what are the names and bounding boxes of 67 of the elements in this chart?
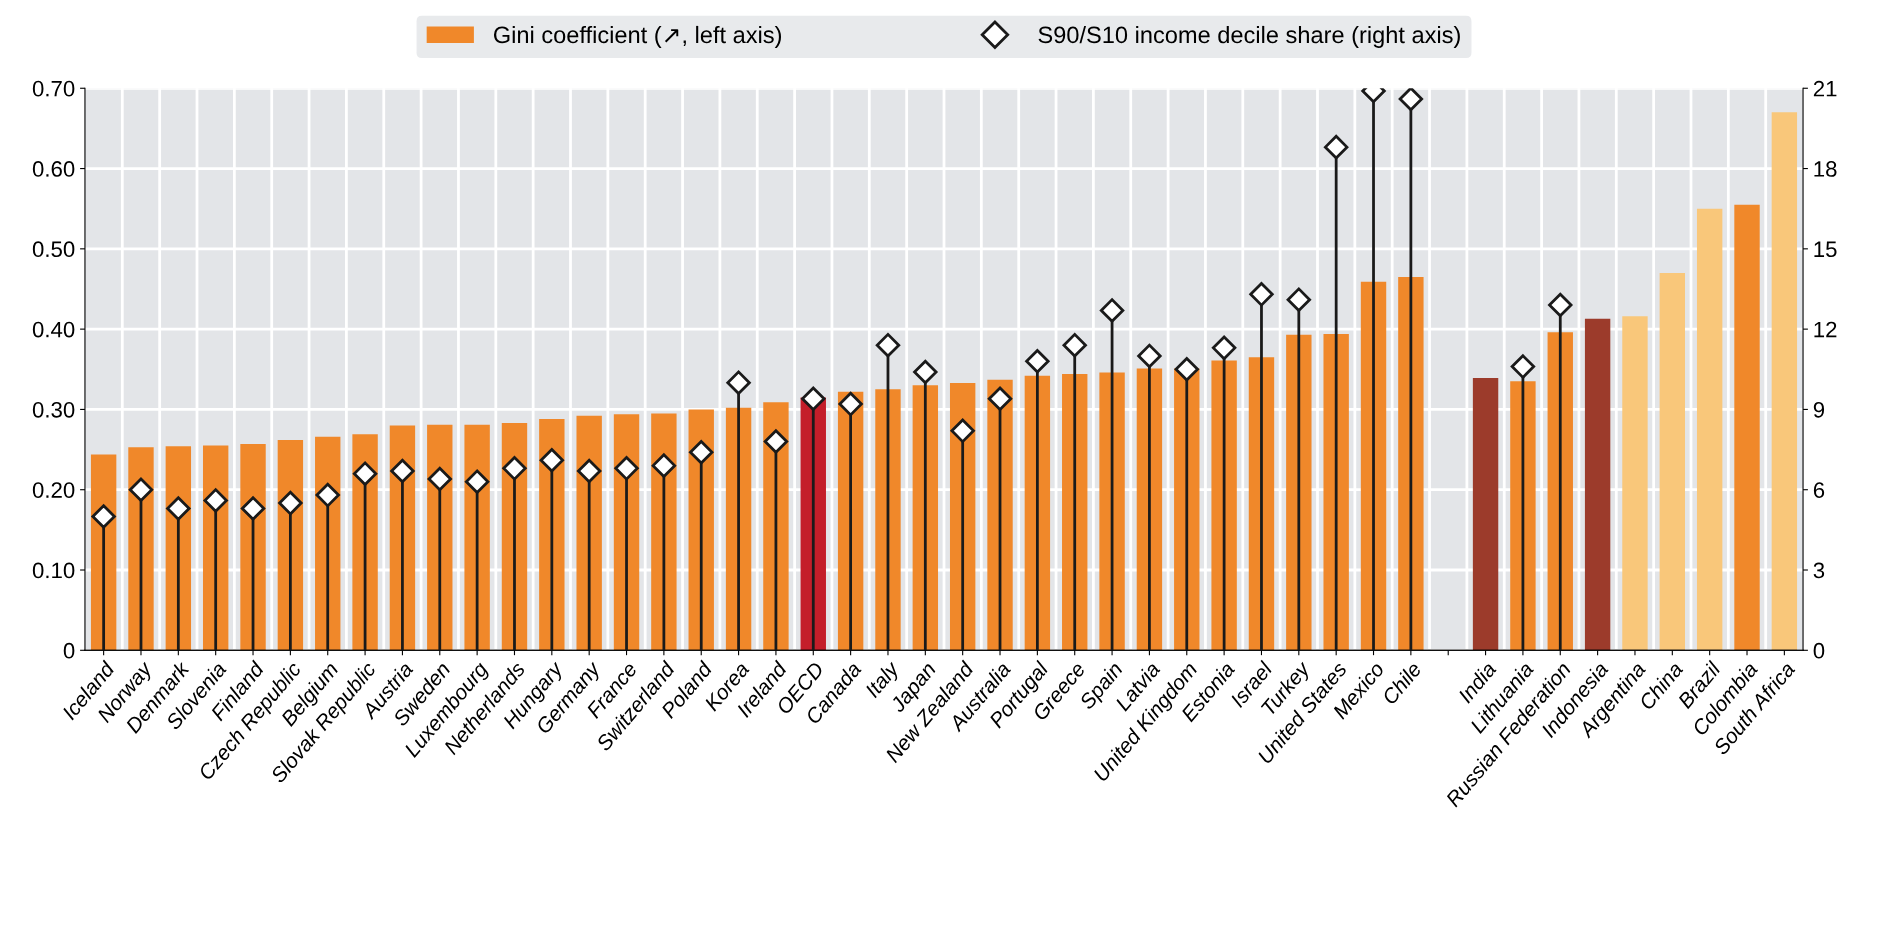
point <box>726 370 751 395</box>
bar <box>1734 204 1760 651</box>
point <box>913 359 938 385</box>
bar <box>1771 112 1798 651</box>
bar <box>1696 208 1723 651</box>
y2-tick-label: 6 <box>1813 482 1825 498</box>
point <box>1398 88 1424 112</box>
point <box>651 453 677 478</box>
point <box>240 496 266 521</box>
point <box>614 456 639 481</box>
point <box>1062 333 1087 358</box>
y-tick-label: 0.30 <box>32 401 75 418</box>
point <box>1137 343 1162 369</box>
y-tick-label: 0.60 <box>32 161 75 177</box>
bar <box>1323 333 1349 651</box>
y-tick-label: 0.70 <box>32 80 75 97</box>
point <box>1510 354 1536 379</box>
point <box>464 469 490 494</box>
point <box>539 448 565 473</box>
point <box>1099 298 1125 323</box>
point <box>1174 357 1199 382</box>
bar <box>1659 272 1686 651</box>
point <box>1025 349 1050 374</box>
point <box>315 482 340 508</box>
point <box>875 333 901 358</box>
point <box>1249 282 1274 307</box>
point <box>1211 335 1237 361</box>
y-tick-label: 0.50 <box>32 241 75 258</box>
bar <box>1584 318 1611 651</box>
bar <box>1398 276 1424 651</box>
point <box>763 429 789 454</box>
point <box>689 440 714 465</box>
point <box>950 418 975 444</box>
point <box>278 490 303 516</box>
y-tick-label: 0.20 <box>32 482 75 498</box>
bar <box>1510 381 1536 651</box>
point <box>128 477 154 502</box>
point <box>203 488 228 513</box>
point <box>427 466 452 492</box>
y2-tick-label: 0 <box>1813 642 1825 659</box>
y2-tick-label: 9 <box>1813 401 1825 418</box>
bar <box>1472 378 1499 651</box>
point <box>390 458 415 484</box>
y2-tick-label: 3 <box>1813 562 1825 579</box>
bar <box>875 389 901 651</box>
y2-tick-label: 21 <box>1813 80 1837 97</box>
bar <box>1622 316 1648 651</box>
point <box>166 496 191 521</box>
y-tick-label: 0.10 <box>32 562 75 579</box>
point <box>502 456 527 481</box>
legend-label: S90/S10 income decile share (right axis) <box>1038 25 1460 48</box>
y-tick-label: 0.40 <box>32 321 75 338</box>
point <box>352 461 378 486</box>
bar <box>1099 372 1125 651</box>
y2-tick-label: 18 <box>1814 161 1837 177</box>
point <box>91 504 116 529</box>
point <box>987 386 1013 411</box>
point <box>801 386 826 411</box>
legend-label: Gini coefficient (↗, left axis) <box>493 25 781 48</box>
point <box>1286 287 1312 312</box>
y2-tick-label: 12 <box>1814 321 1837 338</box>
point <box>1323 134 1349 160</box>
point <box>576 458 602 484</box>
point <box>838 391 863 417</box>
y-tick-label: 0 <box>63 642 75 659</box>
point <box>1548 292 1573 318</box>
y2-tick-label: 15 <box>1814 241 1837 258</box>
